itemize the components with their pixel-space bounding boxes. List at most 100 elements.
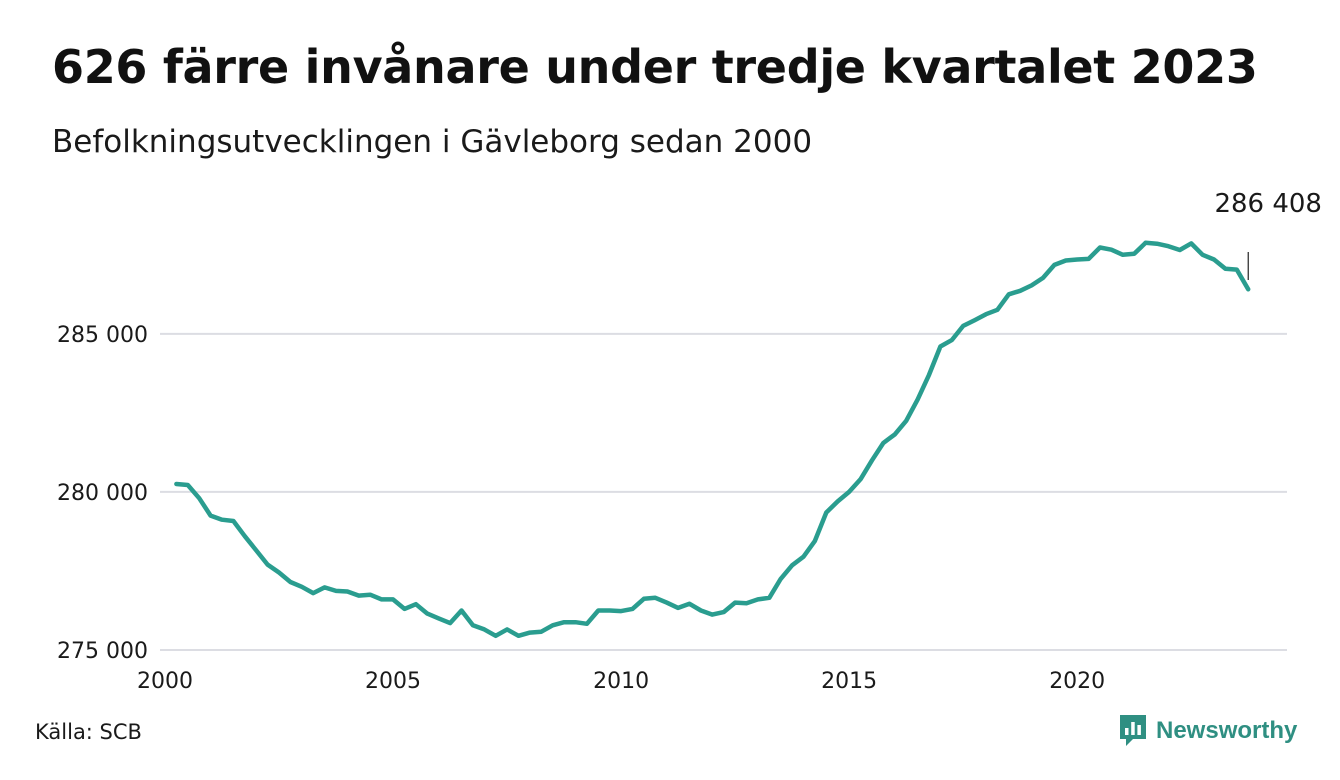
data-point bbox=[323, 585, 327, 589]
chart-subtitle: Befolkningsutvecklingen i Gävleborg seda… bbox=[52, 124, 813, 160]
data-point bbox=[938, 345, 942, 349]
x-tick-label: 2005 bbox=[365, 669, 421, 694]
data-point bbox=[1098, 246, 1102, 250]
data-point bbox=[197, 496, 201, 500]
x-tick-label: 2015 bbox=[821, 669, 877, 694]
data-point bbox=[699, 609, 703, 613]
data-point bbox=[870, 458, 874, 462]
data-point bbox=[1178, 248, 1182, 252]
data-point bbox=[562, 620, 566, 624]
data-point bbox=[973, 318, 977, 322]
data-point bbox=[904, 419, 908, 423]
data-point bbox=[859, 477, 863, 481]
data-point bbox=[1007, 292, 1011, 296]
data-point bbox=[1041, 276, 1045, 280]
x-tick-label: 2010 bbox=[593, 669, 649, 694]
data-point bbox=[688, 602, 692, 606]
data-point bbox=[1052, 263, 1056, 267]
data-point bbox=[802, 555, 806, 559]
data-point bbox=[1075, 258, 1079, 262]
data-point bbox=[277, 571, 281, 575]
x-tick-label: 2020 bbox=[1049, 669, 1105, 694]
data-point bbox=[1144, 241, 1148, 245]
data-point bbox=[608, 609, 612, 613]
data-point bbox=[631, 607, 635, 611]
data-point bbox=[642, 597, 646, 601]
data-point bbox=[665, 601, 669, 605]
data-point bbox=[403, 607, 407, 611]
series-line bbox=[174, 240, 1251, 639]
data-point bbox=[984, 312, 988, 316]
data-point bbox=[927, 373, 931, 377]
data-point bbox=[619, 609, 623, 613]
x-tick-label: 2000 bbox=[137, 669, 193, 694]
data-point bbox=[1166, 244, 1170, 248]
data-point bbox=[1201, 253, 1205, 257]
data-point bbox=[1189, 241, 1193, 245]
data-point bbox=[950, 338, 954, 342]
data-point bbox=[881, 441, 885, 445]
data-point bbox=[345, 590, 349, 594]
data-point bbox=[1064, 259, 1068, 263]
data-point bbox=[779, 577, 783, 581]
data-point bbox=[482, 627, 486, 631]
data-point bbox=[710, 613, 714, 617]
data-point bbox=[528, 631, 532, 635]
data-point bbox=[517, 634, 521, 638]
data-point bbox=[243, 534, 247, 538]
data-point bbox=[813, 539, 817, 543]
data-point bbox=[220, 518, 224, 522]
y-tick-label: 275 000 bbox=[57, 639, 148, 664]
brand-logo: Newsworthy bbox=[1118, 713, 1297, 749]
data-point bbox=[1246, 287, 1250, 291]
data-point bbox=[391, 597, 395, 601]
end-value-label: 286 408 bbox=[1214, 189, 1322, 219]
data-point bbox=[1223, 267, 1227, 271]
brand-name: Newsworthy bbox=[1156, 717, 1298, 744]
data-point bbox=[174, 482, 178, 486]
data-point bbox=[756, 597, 760, 601]
data-point bbox=[231, 519, 235, 523]
data-point bbox=[368, 593, 372, 597]
data-point bbox=[961, 324, 965, 328]
data-point bbox=[357, 594, 361, 598]
data-point bbox=[1212, 258, 1216, 262]
data-point bbox=[767, 596, 771, 600]
data-point bbox=[414, 602, 418, 606]
data-point bbox=[574, 620, 578, 624]
data-point bbox=[596, 609, 600, 613]
data-point bbox=[1109, 248, 1113, 252]
data-point bbox=[1087, 257, 1091, 261]
data-point bbox=[460, 609, 464, 613]
data-point bbox=[300, 585, 304, 589]
data-point bbox=[653, 596, 657, 600]
y-tick-label: 280 000 bbox=[57, 481, 148, 506]
data-point bbox=[380, 597, 384, 601]
line-chart: 275 000 280 000 285 000 2000 2005 2010 2015 202… bbox=[57, 189, 1322, 694]
data-point bbox=[437, 616, 441, 620]
newsworthy-logo-icon bbox=[1120, 715, 1146, 746]
y-tick-label: 285 000 bbox=[57, 323, 148, 348]
data-point bbox=[1121, 253, 1125, 257]
data-point bbox=[471, 623, 475, 627]
chart-title: 626 färre invånare under tredje kvartale… bbox=[52, 40, 1258, 94]
data-point bbox=[733, 601, 737, 605]
data-point bbox=[551, 623, 555, 627]
data-point bbox=[288, 580, 292, 584]
data-point bbox=[585, 622, 589, 626]
data-point bbox=[745, 601, 749, 605]
source-note: Källa: SCB bbox=[35, 720, 142, 744]
data-point bbox=[1235, 268, 1239, 272]
data-point bbox=[836, 499, 840, 503]
data-point bbox=[448, 621, 452, 625]
data-point bbox=[847, 490, 851, 494]
data-point bbox=[254, 548, 258, 552]
data-point bbox=[1132, 252, 1136, 256]
data-point bbox=[722, 610, 726, 614]
data-point bbox=[995, 308, 999, 312]
data-point bbox=[916, 398, 920, 402]
data-point bbox=[505, 627, 509, 631]
data-point bbox=[311, 591, 315, 595]
data-point bbox=[494, 634, 498, 638]
data-point bbox=[425, 612, 429, 616]
